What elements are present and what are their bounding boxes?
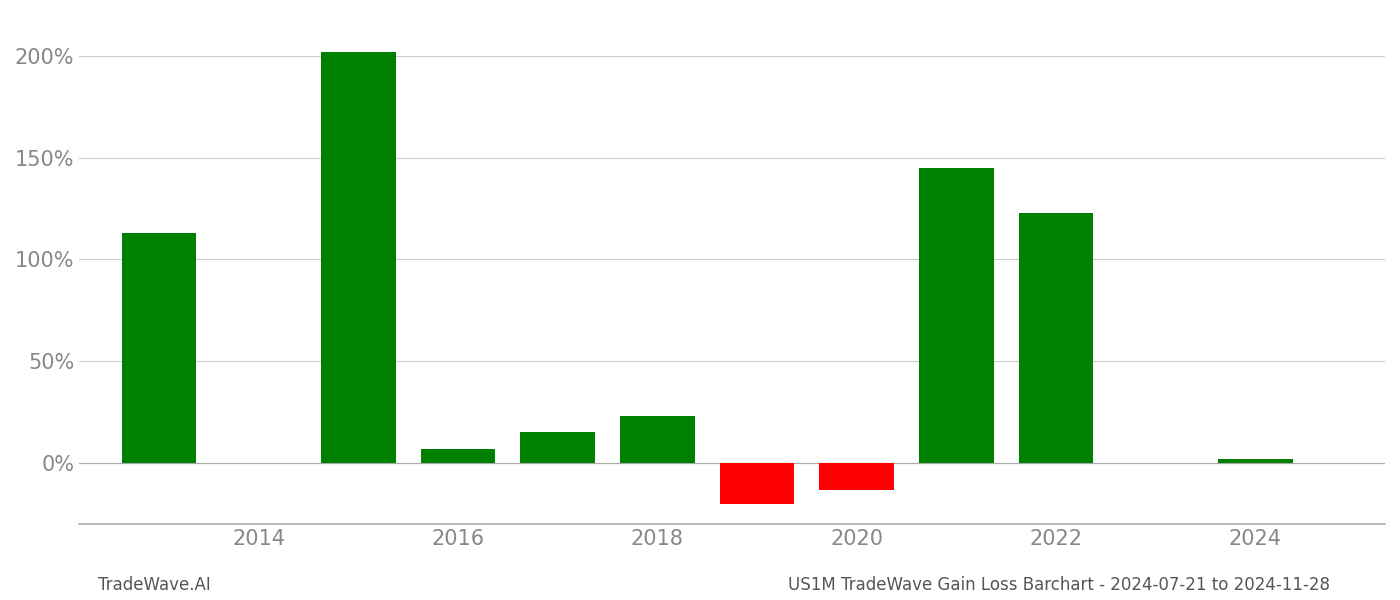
Bar	[521, 433, 595, 463]
Bar	[918, 168, 994, 463]
Text: US1M TradeWave Gain Loss Barchart - 2024-07-21 to 2024-11-28: US1M TradeWave Gain Loss Barchart - 2024…	[788, 576, 1330, 594]
Bar	[720, 463, 794, 504]
Bar	[421, 449, 496, 463]
Bar	[321, 52, 396, 463]
Bar	[620, 416, 694, 463]
Bar	[122, 233, 196, 463]
Bar	[819, 463, 895, 490]
Bar	[1019, 212, 1093, 463]
Text: TradeWave.AI: TradeWave.AI	[98, 576, 211, 594]
Bar	[1218, 459, 1292, 463]
